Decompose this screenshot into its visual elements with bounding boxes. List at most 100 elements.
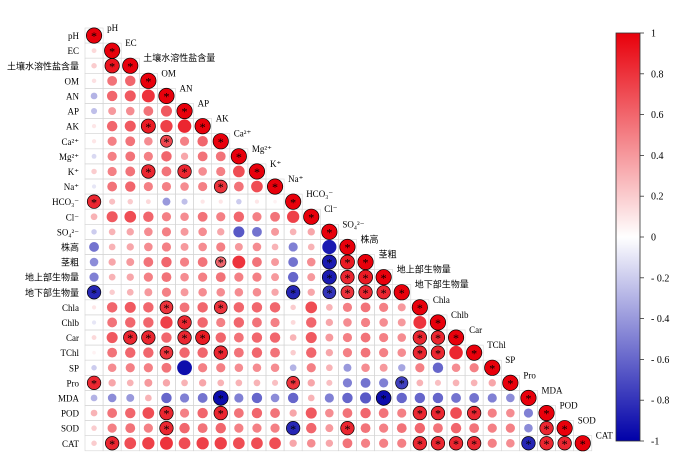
correlation-circle: [290, 320, 296, 325]
diagonal-label: pH: [107, 23, 119, 33]
correlation-circle: [269, 437, 281, 450]
correlation-circle: [124, 90, 136, 102]
significance-marker: *: [127, 331, 133, 345]
significance-marker: *: [290, 195, 296, 209]
significance-marker: *: [182, 331, 188, 345]
cells-layer: *** ***** ** *** * ** ** ***** * * ** * * ** * * * * * ** * *…: [86, 27, 591, 452]
correlation-circle: [487, 408, 497, 418]
correlation-circle: [125, 317, 136, 328]
row-label: MDA: [58, 393, 80, 403]
correlation-circle: [106, 90, 118, 102]
correlation-circle: [177, 330, 192, 345]
correlation-circle: [449, 345, 463, 360]
correlation-circle: [142, 437, 155, 450]
correlation-circle: [430, 345, 446, 360]
correlation-circle: [91, 320, 97, 325]
row-label: 地下部生物量: [25, 287, 79, 298]
correlation-circle: [108, 258, 116, 266]
correlation-circle: [161, 212, 172, 222]
correlation-circle: [158, 87, 175, 104]
correlation-circle: [506, 438, 515, 448]
correlation-circle: [450, 407, 462, 419]
correlation-circle: [86, 375, 102, 390]
correlation-circle: [90, 394, 98, 402]
diagonal-label: EC: [125, 38, 137, 48]
correlation-circle: [91, 425, 97, 431]
significance-marker: *: [562, 422, 568, 436]
correlation-circle: [524, 423, 533, 433]
correlation-circle: [161, 332, 172, 343]
correlation-circle: [161, 166, 172, 177]
row-label: Cl⁻: [66, 212, 80, 222]
correlation-circle: [325, 424, 334, 433]
correlation-circle: [233, 332, 244, 343]
correlation-circle: [360, 332, 371, 343]
significance-marker: *: [417, 301, 423, 315]
diagonal-label: Cl⁻: [324, 204, 338, 214]
correlation-circle: [213, 405, 228, 421]
correlation-circle: [144, 394, 152, 402]
correlation-circle: [307, 379, 315, 387]
correlation-circle: [271, 288, 279, 296]
correlation-circle: [141, 89, 155, 103]
correlation-circle: [126, 288, 134, 296]
correlation-circle: [251, 437, 263, 450]
correlation-circle: [212, 133, 229, 150]
correlation-circle: [360, 423, 371, 434]
correlation-circle: [198, 287, 207, 297]
correlation-circle: [162, 379, 171, 387]
significance-marker: *: [182, 105, 188, 119]
diagonal-label: TChl: [487, 340, 506, 350]
correlation-circle: [397, 333, 407, 342]
correlation-circle: [251, 302, 263, 313]
correlation-circle: [107, 317, 118, 328]
correlation-circle: [106, 332, 118, 344]
correlation-circle: [325, 333, 334, 342]
correlation-circle: [179, 393, 190, 403]
correlation-circle: [290, 349, 296, 356]
correlation-circle: [91, 153, 97, 159]
row-label: AK: [66, 122, 79, 132]
significance-marker: *: [182, 165, 188, 179]
correlation-circle: [91, 48, 97, 54]
correlation-circle: [397, 348, 407, 357]
correlation-circle: [161, 256, 172, 268]
correlation-circle: [159, 405, 174, 421]
legend-tick-label: 0: [651, 233, 656, 244]
row-label: 土壤水溶性盐含量: [7, 60, 79, 71]
correlation-circle: [234, 272, 244, 282]
correlation-circle: [505, 423, 515, 433]
correlation-circle: [433, 423, 443, 434]
correlation-circle: [487, 423, 497, 433]
correlation-circle: [125, 75, 136, 87]
correlation-circle: [235, 379, 243, 387]
correlation-circle: [361, 363, 370, 373]
correlation-circle: [214, 437, 227, 450]
correlation-circle: [200, 199, 205, 204]
correlation-circle: [307, 273, 316, 282]
correlation-circle: [360, 347, 371, 358]
correlation-circle: [379, 438, 389, 448]
correlation-circle: [447, 329, 465, 346]
correlation-circle: [197, 317, 208, 328]
significance-marker: *: [290, 376, 296, 390]
correlation-circle: [234, 242, 243, 251]
correlation-circle: [89, 242, 99, 252]
diagonal-label: SO₄²⁻: [342, 219, 364, 229]
correlation-circle: [469, 393, 480, 403]
correlation-circle: [285, 193, 302, 210]
diagonal-label: Car: [469, 325, 482, 335]
legend-tick-label: 0.2: [651, 192, 664, 203]
correlation-circle: [321, 269, 337, 285]
correlation-circle: [124, 120, 136, 132]
significance-marker: *: [417, 407, 423, 421]
correlation-circle: [539, 421, 554, 436]
correlation-circle: [233, 211, 245, 222]
correlation-circle: [91, 365, 97, 371]
significance-marker: *: [453, 437, 459, 451]
row-label: Ca²⁺: [62, 137, 80, 147]
correlation-circle: [307, 228, 315, 236]
correlation-circle: [502, 374, 519, 391]
correlation-circle: [143, 423, 153, 433]
correlation-circle: [252, 242, 262, 252]
